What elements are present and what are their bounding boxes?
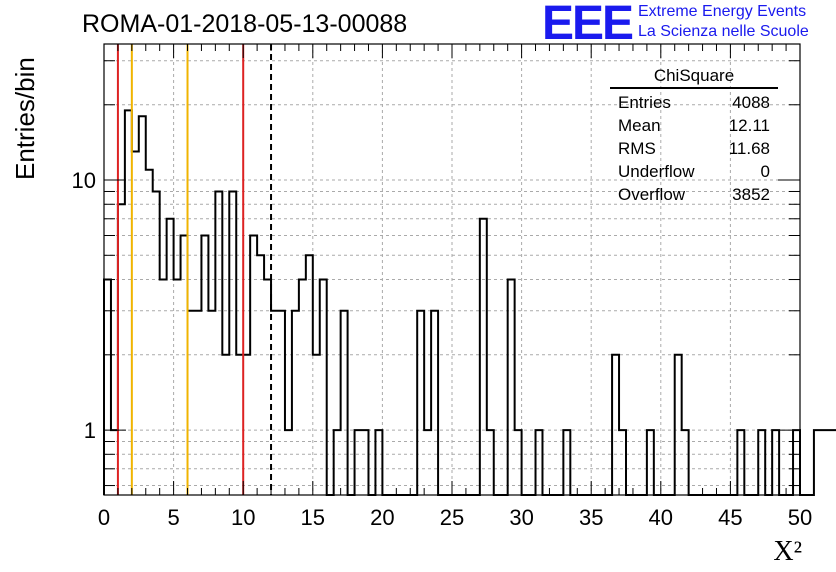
x-tick-label: 25 [440,505,464,530]
stats-title: ChiSquare [610,66,778,89]
stats-row-rms: RMS 11.68 [610,137,778,160]
stats-row-underflow: Underflow 0 [610,160,778,183]
x-tick-label: 10 [231,505,255,530]
x-tick-label: 0 [98,505,110,530]
y-axis-label: Entries/bin [10,57,40,180]
eee-logo-text: Extreme Energy Events La Scienza nelle S… [638,2,809,42]
stats-value: 0 [760,162,770,181]
stats-value: 3852 [732,185,770,204]
stats-row-overflow: Overflow 3852 [610,183,778,206]
histogram-series [103,109,836,496]
y-tick-label: 10 [72,168,96,193]
stats-label: Underflow [618,162,695,181]
x-tick-label: 35 [579,505,603,530]
chart-title: ROMA-01-2018-05-13-00088 [82,10,408,38]
x-tick-label: 40 [649,505,673,530]
x-tick-label: 50 [788,505,812,530]
stats-label: Overflow [618,185,686,204]
y-tick-label: 1 [84,418,96,443]
stats-box: ChiSquare Entries 4088 Mean 12.11 RMS 11.68… [610,66,778,206]
x-tick-label: 30 [509,505,533,530]
logo-line-2: La Scienza nelle Scuole [638,23,809,40]
x-tick-label: 5 [167,505,179,530]
eee-logo: EEE [542,0,634,50]
stats-label: Entries [618,93,671,112]
stats-row-mean: Mean 12.11 [610,114,778,137]
x-tick-label: 15 [301,505,325,530]
stats-label: Mean [618,116,661,135]
stats-label: RMS [618,139,656,158]
stats-value: 4088 [732,93,770,112]
x-tick-label: 20 [370,505,394,530]
x-axis-label: X² [773,536,802,567]
stats-value: 12.11 [728,116,770,135]
logo-line-1: Extreme Energy Events [638,3,807,20]
stats-value: 11.68 [728,139,770,158]
x-tick-label: 45 [718,505,742,530]
stats-row-entries: Entries 4088 [610,91,778,114]
